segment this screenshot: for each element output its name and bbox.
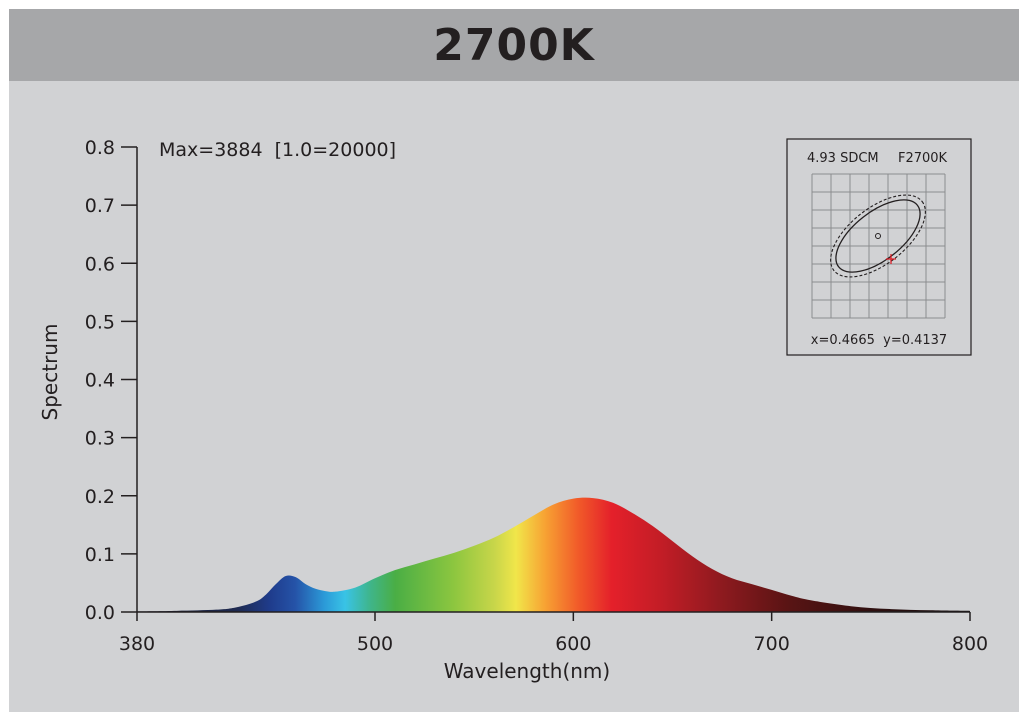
- y-tick-label: 0.8: [85, 137, 115, 159]
- inset-coords: x=0.4665 y=0.4137: [811, 333, 947, 348]
- inset-grid: [811, 173, 946, 319]
- spectrum-area: [137, 497, 970, 612]
- y-axis-ticks: 0.0 0.1 0.2 0.3 0.4 0.5 0.6 0.7 0.8: [85, 137, 137, 624]
- x-axis-title: Wavelength(nm): [444, 659, 610, 683]
- inset-outer-ellipse: [830, 194, 926, 278]
- inset-measured-point: [886, 254, 896, 264]
- y-tick-label: 0.7: [85, 195, 115, 217]
- y-tick-label: 0.6: [85, 253, 115, 275]
- inset-center-point: [875, 233, 881, 239]
- y-tick-label: 0.1: [85, 544, 115, 566]
- x-tick-label: 700: [754, 633, 790, 655]
- x-tick-label: 380: [119, 633, 155, 655]
- x-tick-label: 500: [357, 633, 393, 655]
- chromaticity-inset: 4.93 SDCM F2700K x=0.4665 y=0.4137: [786, 138, 972, 356]
- y-tick-label: 0.4: [85, 370, 115, 392]
- chart-title: 2700K: [433, 19, 595, 71]
- y-tick-label: 0.0: [85, 602, 115, 624]
- inset-standard-label: F2700K: [898, 151, 948, 166]
- x-tick-label: 800: [952, 633, 988, 655]
- y-axis-title: Spectrum: [38, 324, 62, 421]
- max-annotation: Max=3884 [1.0=20000]: [159, 139, 396, 161]
- inset-inner-ellipse: [835, 199, 921, 273]
- x-tick-label: 600: [555, 633, 591, 655]
- y-tick-label: 0.3: [85, 428, 115, 450]
- x-axis-ticks: 380 500 600 700 800: [119, 612, 988, 655]
- y-tick-label: 0.5: [85, 311, 115, 333]
- title-bar: 2700K: [9, 9, 1019, 81]
- y-tick-label: 0.2: [85, 486, 115, 508]
- inset-border: [786, 138, 972, 356]
- inset-sdcm-label: 4.93 SDCM: [807, 151, 879, 166]
